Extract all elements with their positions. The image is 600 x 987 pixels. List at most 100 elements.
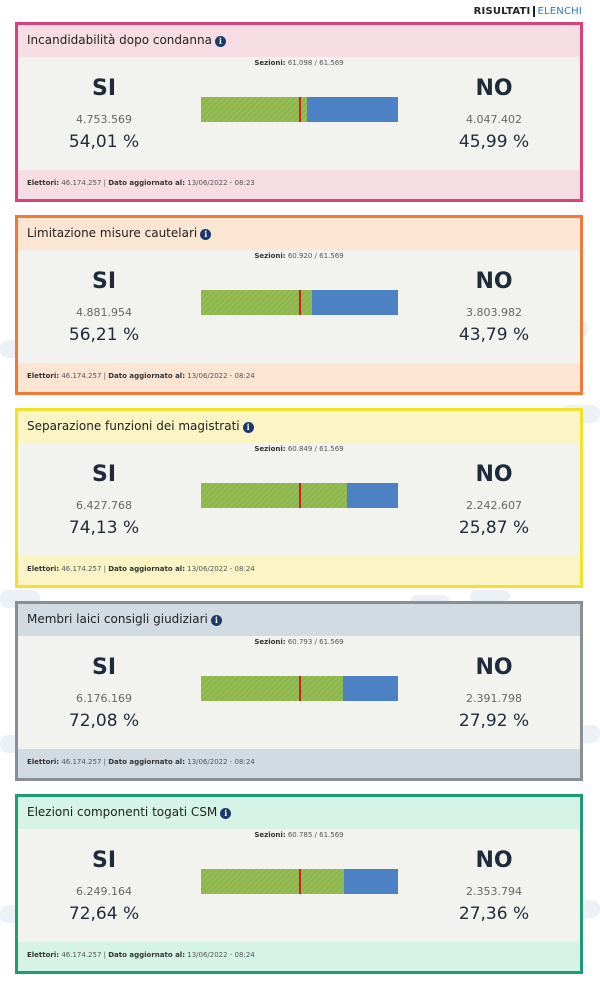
no-label: NO xyxy=(475,848,513,873)
majority-marker xyxy=(298,869,301,894)
tab-elenchi[interactable]: ELENCHI xyxy=(537,6,582,17)
no-label: NO xyxy=(475,76,513,101)
card-header: Membri laici consigli giudiziari i xyxy=(18,604,580,636)
no-percentage: 25,87 % xyxy=(458,518,530,538)
elettori-value: 46.174.257 xyxy=(61,179,102,187)
no-bar-segment xyxy=(344,869,398,894)
yes-result: SI 4.753.569 54,01 % xyxy=(34,73,174,152)
card-footer: Elettori: 46.174.257 | Dato aggiornato a… xyxy=(18,363,580,392)
aggiornato-value: 13/06/2022 - 08:24 xyxy=(187,758,255,766)
yes-bar-segment xyxy=(201,483,348,508)
aggiornato-value: 13/06/2022 - 08:24 xyxy=(187,372,255,380)
card-footer: Elettori: 46.174.257 | Dato aggiornato a… xyxy=(18,942,580,971)
no-votes: 4.047.402 xyxy=(466,113,522,126)
no-votes: 2.242.607 xyxy=(466,499,522,512)
yes-label: SI xyxy=(91,76,117,101)
result-bar xyxy=(201,483,398,508)
card-header: Incandidabilità dopo condanna i xyxy=(18,25,580,57)
aggiornato-label: Dato aggiornato al: xyxy=(108,951,185,959)
yes-votes: 6.249.164 xyxy=(76,885,132,898)
no-bar-segment xyxy=(307,97,398,122)
elettori-label: Elettori: xyxy=(27,179,60,187)
no-votes: 3.803.982 xyxy=(466,306,522,319)
referendum-card-3: Separazione funzioni dei magistrati i Sez… xyxy=(15,408,583,588)
sezioni-count: Sezioni: 60.920 / 61.569 xyxy=(18,252,580,260)
sezioni-count: Sezioni: 61.098 / 61.569 xyxy=(18,59,580,67)
yes-result: SI 6.176.169 72,08 % xyxy=(34,652,174,731)
result-bar xyxy=(201,869,398,894)
card-title: Limitazione misure cautelari xyxy=(27,226,198,240)
majority-marker xyxy=(298,483,301,508)
aggiornato-label: Dato aggiornato al: xyxy=(108,179,185,187)
no-bar-segment xyxy=(311,290,398,315)
sezioni-count: Sezioni: 60.793 / 61.569 xyxy=(18,638,580,646)
sezioni-label: Sezioni: xyxy=(254,445,286,453)
card-header: Limitazione misure cautelari i xyxy=(18,218,580,250)
card-title: Membri laici consigli giudiziari xyxy=(27,612,208,626)
yes-percentage: 56,21 % xyxy=(68,325,140,345)
no-result: NO 3.803.982 43,79 % xyxy=(424,266,564,345)
yes-votes: 6.427.768 xyxy=(76,499,132,512)
yes-bar-segment xyxy=(201,869,345,894)
result-bar xyxy=(201,676,398,701)
no-percentage: 43,79 % xyxy=(458,325,530,345)
yes-votes: 6.176.169 xyxy=(76,692,132,705)
card-header: Elezioni componenti togati CSM i xyxy=(18,797,580,829)
referendum-card-4: Membri laici consigli giudiziari i Sezion… xyxy=(15,601,583,781)
yes-percentage: 54,01 % xyxy=(68,132,140,152)
no-result: NO 4.047.402 45,99 % xyxy=(424,73,564,152)
card-footer: Elettori: 46.174.257 | Dato aggiornato a… xyxy=(18,556,580,585)
no-result: NO 2.391.798 27,92 % xyxy=(424,652,564,731)
yes-percentage: 72,08 % xyxy=(68,711,140,731)
aggiornato-value: 13/06/2022 - 08:24 xyxy=(187,951,255,959)
yes-votes: 4.753.569 xyxy=(76,113,132,126)
elettori-label: Elettori: xyxy=(27,758,60,766)
result-bar xyxy=(201,97,398,122)
sezioni-value: 61.098 / 61.569 xyxy=(287,59,344,67)
yes-bar-segment xyxy=(201,290,312,315)
yes-label: SI xyxy=(91,848,117,873)
referendum-card-1: Incandidabilità dopo condanna i Sezioni: … xyxy=(15,22,583,202)
elettori-label: Elettori: xyxy=(27,565,60,573)
info-icon[interactable]: i xyxy=(242,422,254,433)
no-percentage: 27,92 % xyxy=(458,711,530,731)
card-title: Elezioni componenti togati CSM xyxy=(27,805,218,819)
sezioni-label: Sezioni: xyxy=(254,59,286,67)
aggiornato-label: Dato aggiornato al: xyxy=(108,565,185,573)
sezioni-value: 60.785 / 61.569 xyxy=(287,831,344,839)
info-icon[interactable]: i xyxy=(220,808,232,819)
sezioni-label: Sezioni: xyxy=(254,252,286,260)
elettori-label: Elettori: xyxy=(27,951,60,959)
no-bar-segment xyxy=(342,676,398,701)
yes-result: SI 4.881.954 56,21 % xyxy=(34,266,174,345)
referendum-card-5: Elezioni componenti togati CSM i Sezioni:… xyxy=(15,794,583,974)
sezioni-value: 60.920 / 61.569 xyxy=(287,252,344,260)
yes-percentage: 74,13 % xyxy=(68,518,140,538)
sezioni-value: 60.793 / 61.569 xyxy=(287,638,344,646)
sezioni-count: Sezioni: 60.849 / 61.569 xyxy=(18,445,580,453)
yes-bar-segment xyxy=(201,676,343,701)
yes-percentage: 72,64 % xyxy=(68,904,140,924)
yes-result: SI 6.427.768 74,13 % xyxy=(34,459,174,538)
elettori-value: 46.174.257 xyxy=(61,372,102,380)
info-icon[interactable]: i xyxy=(210,615,222,626)
elettori-value: 46.174.257 xyxy=(61,951,102,959)
info-icon[interactable]: i xyxy=(200,229,212,240)
yes-label: SI xyxy=(91,462,117,487)
no-result: NO 2.242.607 25,87 % xyxy=(424,459,564,538)
card-title: Incandidabilità dopo condanna xyxy=(27,33,212,47)
no-percentage: 27,36 % xyxy=(458,904,530,924)
result-bar xyxy=(201,290,398,315)
majority-marker xyxy=(298,97,301,122)
results-nav: RISULTATI ELENCHI xyxy=(473,6,582,17)
card-footer: Elettori: 46.174.257 | Dato aggiornato a… xyxy=(18,749,580,778)
yes-result: SI 6.249.164 72,64 % xyxy=(34,845,174,924)
referendum-card-2: Limitazione misure cautelari i Sezioni: 6… xyxy=(15,215,583,395)
no-votes: 2.353.794 xyxy=(466,885,522,898)
sezioni-count: Sezioni: 60.785 / 61.569 xyxy=(18,831,580,839)
tab-risultati[interactable]: RISULTATI xyxy=(473,6,536,17)
sezioni-value: 60.849 / 61.569 xyxy=(287,445,344,453)
yes-label: SI xyxy=(91,269,117,294)
sezioni-label: Sezioni: xyxy=(254,831,286,839)
info-icon[interactable]: i xyxy=(214,36,226,47)
